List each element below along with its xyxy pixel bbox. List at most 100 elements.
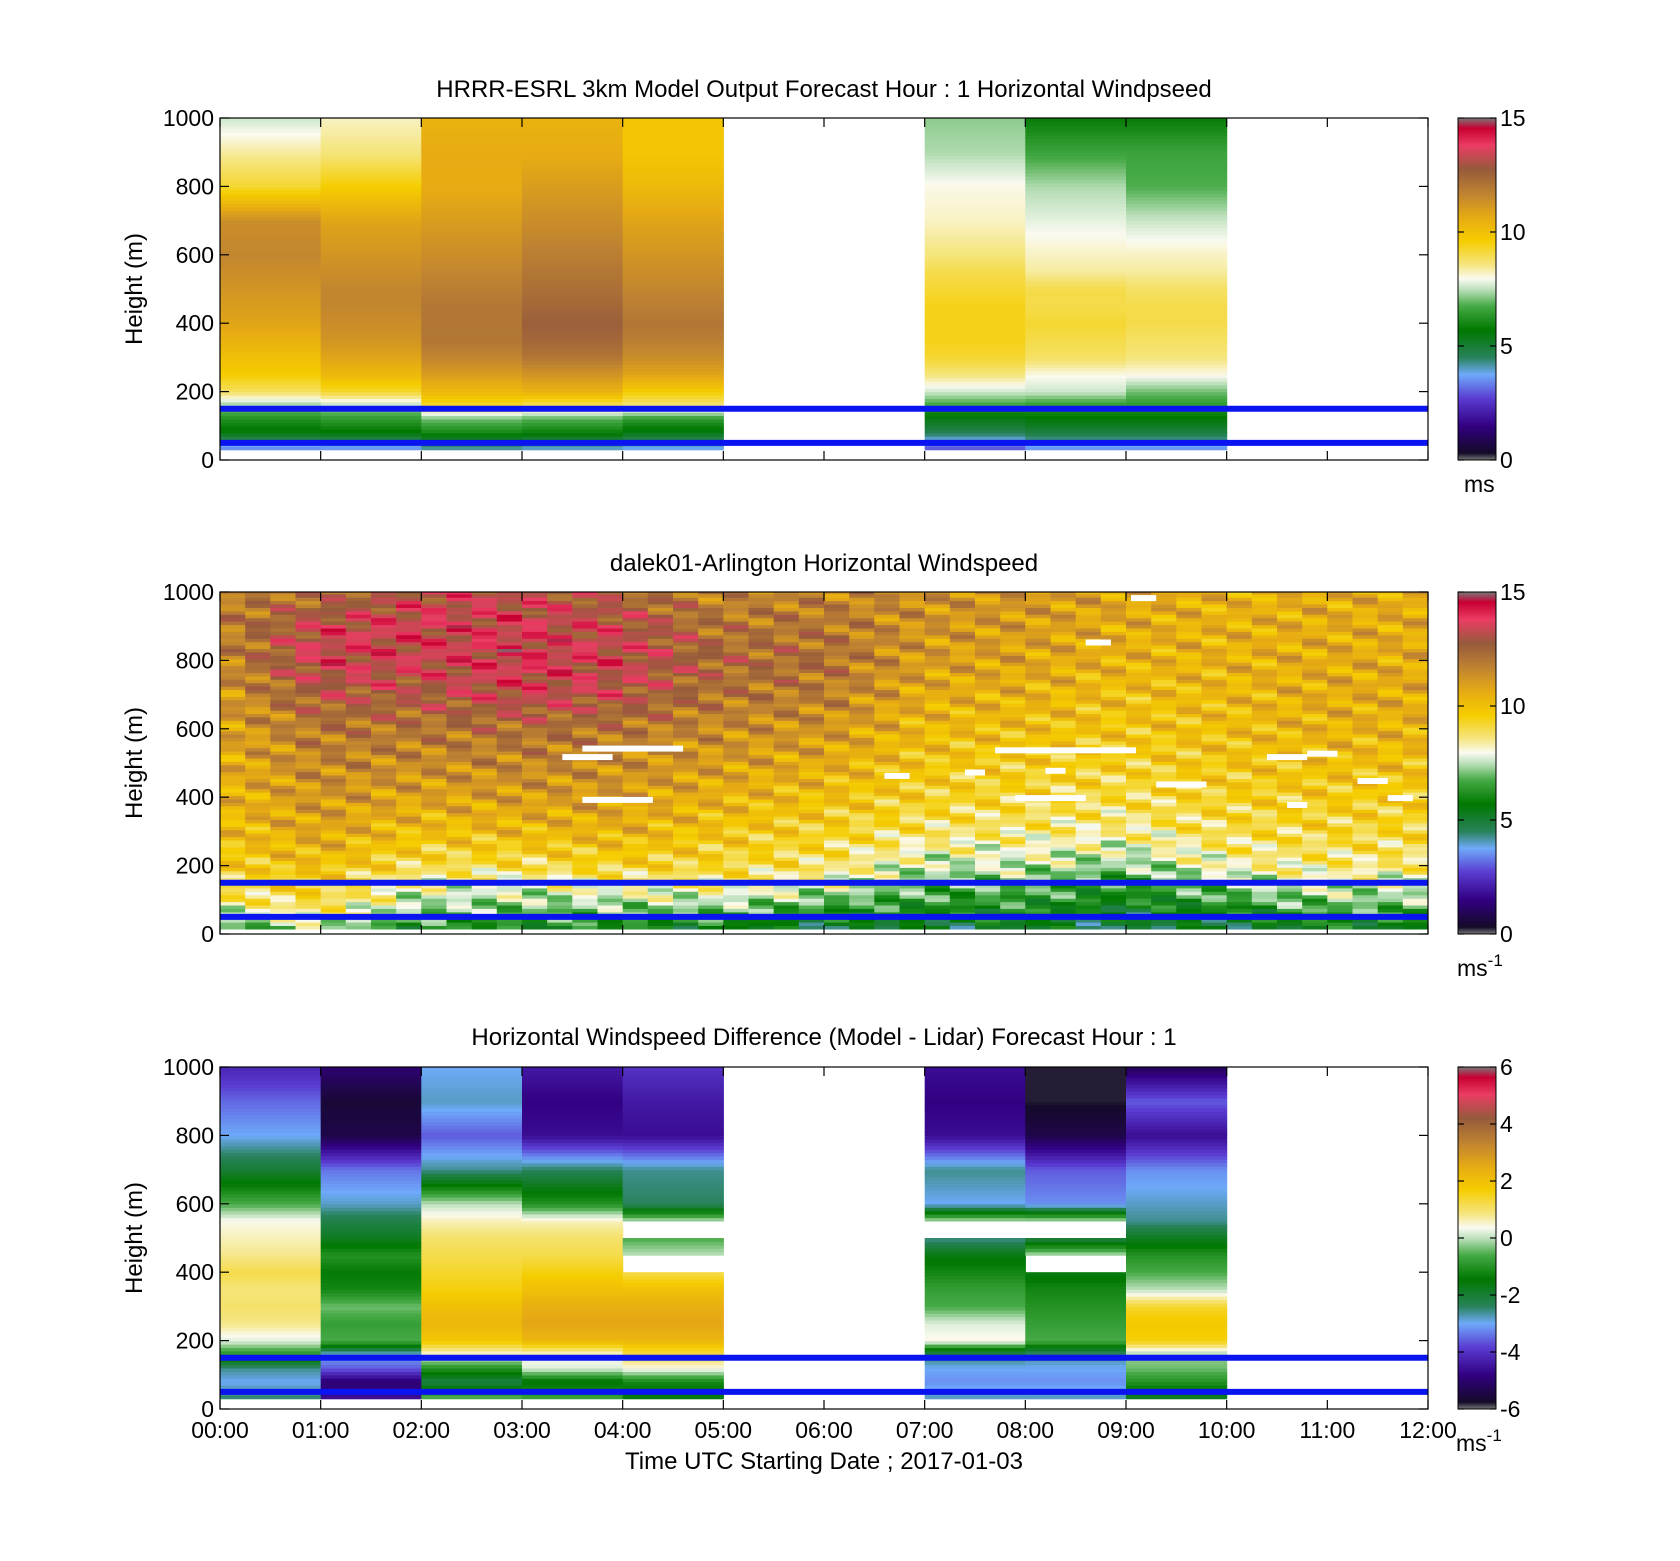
heatmap-cell xyxy=(1201,792,1228,797)
heatmap-cell xyxy=(220,309,322,314)
heatmap-cell xyxy=(245,757,271,762)
heatmap-cell xyxy=(1075,911,1102,916)
heatmap-cell xyxy=(622,176,724,181)
heatmap-cell xyxy=(1050,662,1077,667)
heatmap-cell xyxy=(1226,672,1253,677)
heatmap-cell xyxy=(471,809,498,814)
heatmap-cell xyxy=(270,686,296,690)
heatmap-cell xyxy=(698,887,724,892)
heatmap-cell xyxy=(421,330,523,334)
heatmap-cell xyxy=(320,641,347,646)
heatmap-cell xyxy=(597,727,624,732)
heatmap-cell xyxy=(748,816,775,820)
heatmap-cell xyxy=(320,836,347,841)
heatmap-cell xyxy=(220,391,322,396)
heatmap-cell xyxy=(1126,624,1152,629)
heatmap-cell xyxy=(1226,696,1253,701)
heatmap-cell xyxy=(371,870,397,875)
heatmap-cell xyxy=(320,778,347,783)
heatmap-cell xyxy=(547,692,573,697)
heatmap-cell xyxy=(1151,850,1177,855)
heatmap-cell xyxy=(522,645,548,649)
heatmap-cell xyxy=(1151,911,1177,916)
heatmap-cell xyxy=(824,802,850,807)
heatmap-cell xyxy=(1226,792,1253,797)
heatmap-cell xyxy=(446,592,473,595)
heatmap-cell xyxy=(975,604,1001,608)
heatmap-cell xyxy=(522,135,624,140)
heatmap-cell xyxy=(597,682,624,687)
heatmap-cell xyxy=(547,669,573,673)
heatmap-cell xyxy=(1050,655,1077,660)
heatmap-cell xyxy=(1050,634,1077,639)
heatmap-cell xyxy=(396,662,422,667)
heatmap-cell xyxy=(270,740,296,745)
heatmap-cell xyxy=(597,706,624,711)
heatmap-cell xyxy=(295,651,322,656)
heatmap-cell xyxy=(1126,364,1228,369)
heatmap-cell xyxy=(245,795,271,800)
heatmap-cell xyxy=(471,788,498,793)
heatmap-cell xyxy=(1050,891,1077,896)
heatmap-cell xyxy=(1176,627,1202,632)
heatmap-cell xyxy=(622,124,724,129)
heatmap-cell xyxy=(1226,870,1253,875)
heatmap-cell xyxy=(874,703,900,708)
heatmap-cell xyxy=(245,887,271,892)
heatmap-cell xyxy=(1251,669,1278,673)
heatmap-cell xyxy=(446,757,473,762)
heatmap-cell xyxy=(849,641,875,646)
heatmap-cell xyxy=(547,788,573,793)
heatmap-cell xyxy=(673,805,699,810)
heatmap-cell xyxy=(798,624,825,629)
heatmap-cell xyxy=(1251,662,1278,667)
heatmap-cell xyxy=(975,627,1001,632)
heatmap-cell xyxy=(421,422,523,427)
heatmap-cell xyxy=(647,720,674,725)
heatmap-cell xyxy=(949,751,976,755)
heatmap-cell xyxy=(773,648,800,653)
heatmap-cell xyxy=(874,621,900,626)
heatmap-cell xyxy=(396,696,422,701)
heatmap-cell xyxy=(522,193,624,198)
heatmap-cell xyxy=(723,781,749,786)
heatmap-cell xyxy=(1176,901,1202,906)
heatmap-cell xyxy=(1126,761,1152,766)
heatmap-cell xyxy=(396,665,422,670)
heatmap-cell xyxy=(1075,597,1102,602)
heatmap-cell xyxy=(899,911,926,916)
heatmap-cell xyxy=(1025,306,1127,311)
heatmap-cell xyxy=(421,846,447,851)
heatmap-cell xyxy=(924,751,951,755)
heatmap-cell xyxy=(471,761,498,766)
heatmap-cell xyxy=(924,754,951,759)
heatmap-cell xyxy=(320,336,422,341)
heatmap-cell xyxy=(622,241,724,246)
heatmap-cell xyxy=(496,850,523,855)
heatmap-cell xyxy=(270,699,296,704)
heatmap-cell xyxy=(547,891,573,896)
heatmap-cell xyxy=(572,925,598,930)
heatmap-cell xyxy=(597,638,624,643)
heatmap-cell xyxy=(798,908,825,913)
heatmap-cell xyxy=(421,425,523,430)
heatmap-cell xyxy=(1151,737,1177,742)
heatmap-cell xyxy=(547,816,573,820)
heatmap-cell xyxy=(874,812,900,817)
heatmap-cell xyxy=(698,812,724,817)
heatmap-cell xyxy=(723,870,749,875)
heatmap-cell xyxy=(396,884,422,889)
heatmap-cell xyxy=(647,891,674,896)
heatmap-cell xyxy=(622,607,649,612)
heatmap-cell xyxy=(1201,727,1228,732)
heatmap-cell xyxy=(1126,771,1152,776)
heatmap-cell xyxy=(320,121,422,126)
heatmap-cell xyxy=(1100,627,1127,632)
heatmap-cell xyxy=(522,733,548,738)
heatmap-cell xyxy=(1000,771,1026,776)
heatmap-cell xyxy=(270,809,296,814)
heatmap-cell xyxy=(673,716,699,721)
heatmap-cell xyxy=(949,720,976,725)
heatmap-cell xyxy=(1075,822,1102,827)
